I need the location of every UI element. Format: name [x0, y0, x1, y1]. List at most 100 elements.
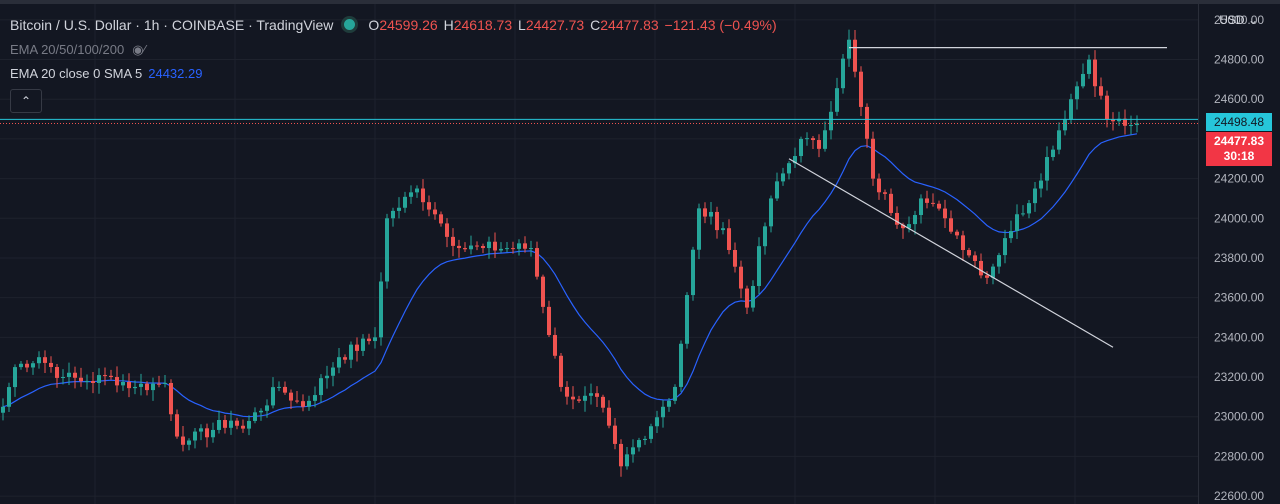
candle-body — [757, 246, 761, 286]
candle-body — [55, 367, 59, 378]
candle-body — [169, 382, 173, 415]
candle-body — [1075, 86, 1079, 100]
candle-body — [7, 387, 11, 407]
open-label: O — [368, 17, 380, 33]
candle-body — [823, 130, 827, 149]
currency-selector[interactable]: USD ⌄ — [1219, 13, 1258, 27]
candle-body — [703, 208, 707, 217]
candle-body — [967, 250, 971, 256]
candle-body — [577, 399, 581, 401]
candle-body — [313, 395, 317, 401]
candle-body — [679, 343, 683, 387]
y-tick-label: 23000.00 — [1214, 410, 1264, 424]
candle-body — [223, 420, 227, 428]
candle-body — [217, 420, 221, 430]
candle-body — [115, 377, 119, 386]
candle-body — [937, 203, 941, 209]
candle-body — [583, 395, 587, 401]
candle-body — [595, 393, 599, 397]
candle-body — [463, 248, 467, 250]
candle-body — [565, 386, 569, 397]
candle-body — [685, 295, 689, 344]
candle-body — [145, 383, 149, 391]
candle-body — [409, 192, 413, 197]
candle-body — [841, 58, 845, 89]
candle-body — [379, 281, 383, 338]
y-tick-label: 23200.00 — [1214, 370, 1264, 384]
candle-body — [475, 245, 479, 247]
candle-body — [631, 447, 635, 455]
candle-body — [883, 192, 887, 194]
candle-body — [337, 357, 341, 368]
candle-body — [769, 198, 773, 227]
collapse-legend-button[interactable]: ⌃ — [10, 89, 42, 113]
candle-body — [319, 378, 323, 396]
candle-body — [1129, 125, 1133, 127]
candle-body — [493, 241, 497, 251]
candle-body — [43, 357, 47, 363]
candle-body — [1015, 214, 1019, 232]
candle-body — [511, 248, 515, 250]
candle-body — [265, 405, 269, 411]
candle-body — [739, 266, 743, 289]
candle-body — [523, 243, 527, 249]
candle-body — [871, 138, 875, 179]
candle-body — [445, 223, 449, 237]
candle-body — [691, 249, 695, 296]
candle-body — [1117, 118, 1121, 122]
indicator-legend-ema20[interactable]: EMA 20 close 0 SMA 5 24432.29 — [10, 66, 202, 81]
close-value: 24477.83 — [600, 17, 659, 33]
candle-body — [547, 306, 551, 336]
candle-body — [715, 211, 719, 231]
candle-body — [1069, 99, 1073, 120]
candle-body — [19, 363, 23, 368]
candle-body — [607, 407, 611, 426]
candle-body — [91, 380, 95, 383]
candle-body — [649, 426, 653, 439]
symbol-legend[interactable]: Bitcoin / U.S. Dollar · 1h · COINBASE · … — [10, 16, 779, 33]
candle-body — [619, 443, 623, 467]
eye-crossed-icon[interactable]: ◉⁄ — [132, 42, 146, 57]
high-label: H — [443, 17, 454, 33]
symbol-title[interactable]: Bitcoin / U.S. Dollar · 1h · COINBASE · … — [10, 17, 334, 33]
top-border — [0, 0, 1280, 4]
change-value: −121.43 (−0.49%) — [664, 17, 777, 33]
candle-body — [709, 211, 713, 217]
candle-body — [787, 163, 791, 174]
candle-body — [1009, 231, 1013, 239]
y-tick-label: 24000.00 — [1214, 211, 1264, 225]
chart-grid — [0, 4, 1198, 504]
candle-body — [1051, 149, 1055, 158]
y-tick-label: 24600.00 — [1214, 92, 1264, 106]
candle-body — [343, 357, 347, 360]
candle-body — [637, 440, 641, 448]
candle-body — [361, 338, 365, 351]
candle-body — [31, 363, 35, 368]
indicator-ema-multi-label: EMA 20/50/100/200 — [10, 42, 125, 57]
candle-body — [535, 248, 539, 277]
candle-body — [37, 357, 41, 364]
candle-body — [793, 156, 797, 164]
candle-body — [391, 210, 395, 219]
candle-body — [589, 393, 593, 396]
candle-body — [1021, 213, 1025, 215]
candle-body — [325, 375, 329, 379]
candle-body — [439, 214, 443, 224]
candle-body — [403, 196, 407, 208]
candle-body — [397, 207, 401, 211]
candle-body — [421, 188, 425, 203]
candle-body — [181, 436, 185, 445]
candle-body — [775, 181, 779, 199]
candle-body — [571, 396, 575, 400]
candle-body — [277, 386, 281, 388]
candle-body — [481, 246, 485, 249]
candle-body — [895, 212, 899, 225]
candle-body — [109, 375, 113, 378]
candle-body — [1087, 59, 1091, 74]
candle-body — [307, 400, 311, 407]
y-tick-label: 22600.00 — [1214, 489, 1264, 503]
indicator-legend-ema-multi[interactable]: EMA 20/50/100/200 ◉⁄ — [10, 42, 146, 58]
candle-body — [1123, 118, 1127, 126]
candle-body — [259, 410, 263, 413]
